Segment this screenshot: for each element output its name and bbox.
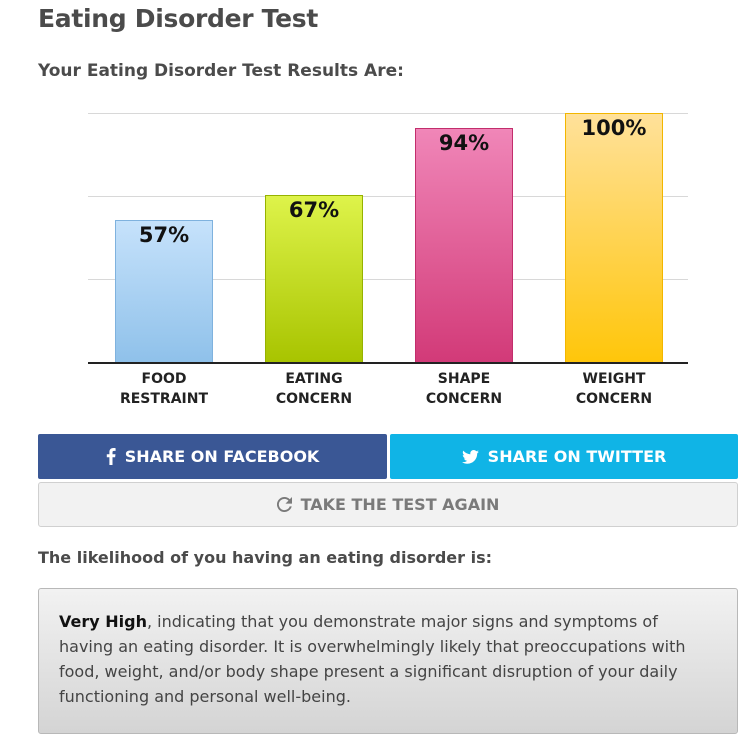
- twitter-bird-icon: [461, 449, 479, 464]
- chart-category-label: WEIGHT CONCERN: [549, 369, 679, 409]
- share-on-twitter-button[interactable]: SHARE ON TWITTER: [390, 434, 738, 479]
- chart-bar: 57%: [115, 220, 213, 362]
- chart-bar: 100%: [565, 113, 663, 362]
- chart-category-label-line: CONCERN: [425, 391, 503, 407]
- chart-category-label-line: EATING: [285, 371, 343, 387]
- chart-category-label-line: CONCERN: [275, 391, 353, 407]
- facebook-button-label: SHARE ON FACEBOOK: [124, 447, 320, 466]
- share-on-facebook-button[interactable]: SHARE ON FACEBOOK: [38, 434, 387, 479]
- take-test-again-button[interactable]: TAKE THE TEST AGAIN: [38, 482, 738, 527]
- chart-baseline: [88, 362, 688, 364]
- chart-bar: 94%: [415, 127, 513, 362]
- likelihood-result-box: Very High, indicating that you demonstra…: [38, 588, 738, 734]
- chart-category-label-line: FOOD: [141, 371, 187, 387]
- chart-category-label: EATING CONCERN: [249, 369, 379, 409]
- chart-gridline: [88, 196, 688, 197]
- results-bar-chart: 57% FOOD RESTRAINT 67% EATING CONCERN 94% SHAPE…: [88, 110, 688, 410]
- chart-category-label-line: CONCERN: [575, 391, 653, 407]
- chart-category-label: SHAPE CONCERN: [399, 369, 529, 409]
- chart-bar-value-label: 57%: [138, 223, 190, 248]
- refresh-icon: [276, 497, 292, 512]
- chart-category-label-line: RESTRAINT: [119, 391, 209, 407]
- chart-bar-value-label: 100%: [581, 116, 647, 140]
- likelihood-description: , indicating that you demonstrate major …: [59, 612, 686, 706]
- chart-category-label-line: SHAPE: [437, 371, 491, 387]
- chart-gridline: [88, 113, 688, 114]
- retake-button-label: TAKE THE TEST AGAIN: [300, 495, 500, 514]
- likelihood-level: Very High: [59, 612, 147, 631]
- facebook-icon: [106, 448, 116, 465]
- chart-category-label: FOOD RESTRAINT: [99, 369, 229, 409]
- page-title: Eating Disorder Test: [38, 4, 318, 33]
- chart-bar: 67%: [265, 195, 363, 362]
- chart-gridline: [88, 279, 688, 280]
- likelihood-heading: The likelihood of you having an eating d…: [38, 548, 493, 567]
- twitter-button-label: SHARE ON TWITTER: [487, 447, 667, 466]
- chart-bar-value-label: 67%: [288, 198, 340, 223]
- results-heading: Your Eating Disorder Test Results Are:: [38, 61, 404, 81]
- chart-category-label-line: WEIGHT: [582, 371, 646, 387]
- chart-bar-value-label: 94%: [438, 130, 490, 155]
